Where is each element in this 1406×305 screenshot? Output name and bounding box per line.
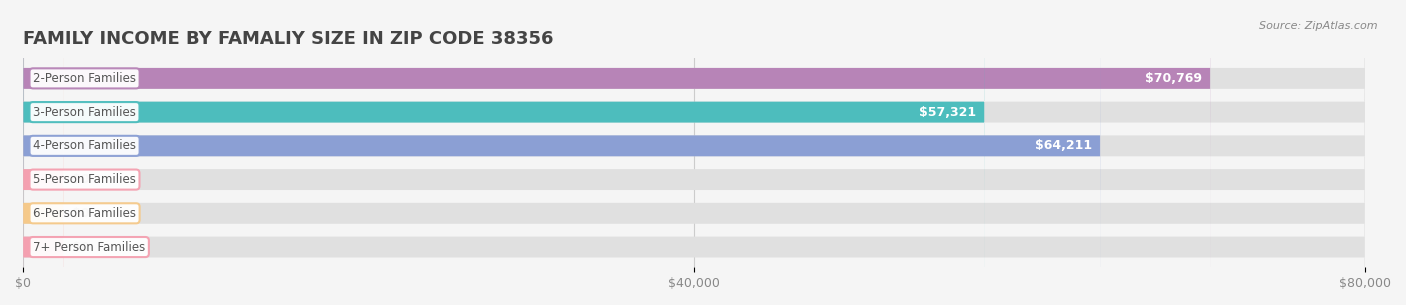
Text: 2-Person Families: 2-Person Families [34,72,136,85]
FancyBboxPatch shape [22,0,1365,305]
FancyBboxPatch shape [22,0,63,305]
Text: $70,769: $70,769 [1144,72,1202,85]
FancyBboxPatch shape [22,0,1365,305]
Text: 7+ Person Families: 7+ Person Families [34,241,145,253]
Text: $0: $0 [72,207,89,220]
Text: Source: ZipAtlas.com: Source: ZipAtlas.com [1260,21,1378,31]
Text: $0: $0 [72,173,89,186]
Text: $0: $0 [72,241,89,253]
Text: $64,211: $64,211 [1035,139,1091,152]
FancyBboxPatch shape [22,0,1365,305]
Text: FAMILY INCOME BY FAMALIY SIZE IN ZIP CODE 38356: FAMILY INCOME BY FAMALIY SIZE IN ZIP COD… [22,30,554,48]
Text: 5-Person Families: 5-Person Families [34,173,136,186]
Text: 4-Person Families: 4-Person Families [34,139,136,152]
Text: $57,321: $57,321 [920,106,976,119]
FancyBboxPatch shape [22,0,1365,305]
FancyBboxPatch shape [22,21,63,305]
FancyBboxPatch shape [22,0,1365,305]
FancyBboxPatch shape [22,55,63,305]
Text: 6-Person Families: 6-Person Families [34,207,136,220]
FancyBboxPatch shape [22,0,1099,305]
FancyBboxPatch shape [22,0,1365,305]
FancyBboxPatch shape [22,0,984,305]
FancyBboxPatch shape [22,0,1211,305]
Text: 3-Person Families: 3-Person Families [34,106,136,119]
